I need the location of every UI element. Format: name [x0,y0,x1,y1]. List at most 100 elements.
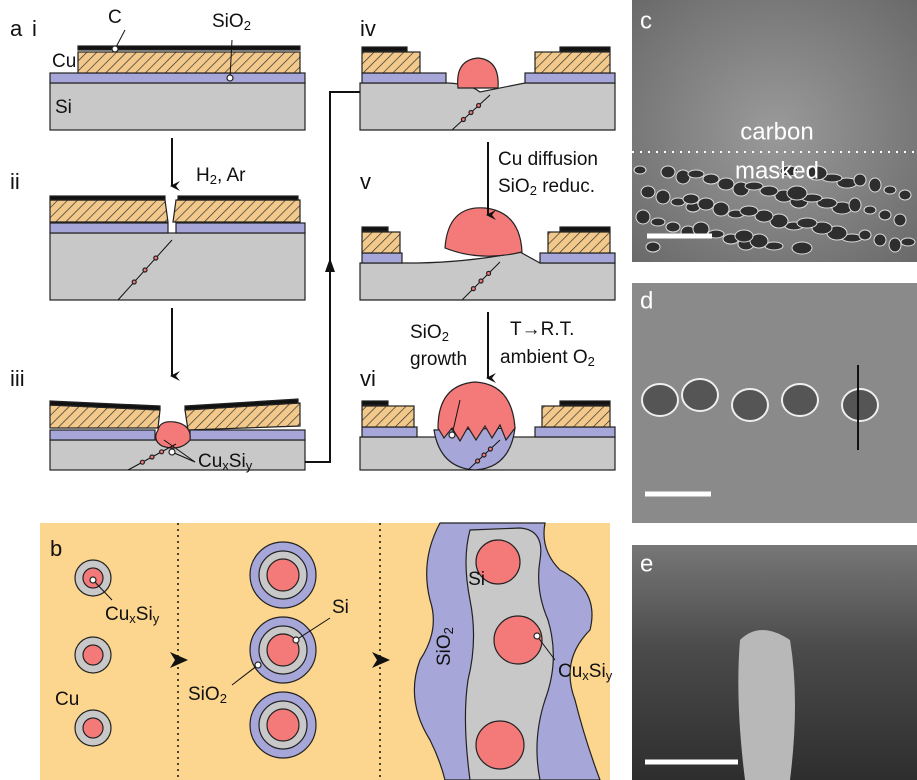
defect-dot [479,279,483,283]
oxide [190,430,305,440]
grain [899,190,911,200]
text-part: Si [229,451,246,472]
defect-dot [488,447,492,451]
silicide [156,422,190,448]
copper-label: Cu [55,689,79,710]
step-label: iv [360,16,376,41]
oxide [525,73,615,83]
pore [732,389,768,421]
grain [879,210,891,220]
oxide [535,427,615,437]
oxide [362,427,417,437]
carbon [362,227,388,231]
oxide [362,253,402,263]
step-label: ii [10,169,20,194]
growth-label: growth [410,349,467,370]
grain [792,242,812,254]
subscript: 2 [442,329,449,344]
subscript: y [153,611,160,626]
arrow-label: H2, Ar [196,165,246,187]
grain [641,186,655,198]
grain [634,166,646,174]
grain [718,178,734,190]
silicon-label: Si [468,569,485,590]
grain [859,230,871,240]
connector [305,92,360,462]
step-label: i [32,16,37,41]
defect-dot [477,104,481,108]
grain [683,194,699,204]
carbon [362,47,407,51]
copper [542,406,610,427]
defect-dot [132,280,136,284]
grain [646,242,660,252]
carbon [560,401,610,405]
oxide [50,73,305,83]
growth-label: SiO2 [410,322,449,344]
grain [884,186,896,194]
layer-label: Si [55,97,72,118]
text-part: Si [136,604,153,625]
subscript: y [246,458,253,473]
copper [50,200,168,222]
copper [362,406,414,427]
copper [535,52,610,73]
figure: aiiiiiiivvviCSiO2CuSiH2, ArCu diffusionS… [0,0,917,780]
carbon [362,401,388,405]
grain [889,238,901,252]
pointer-dot [534,633,540,639]
carbon [178,196,298,200]
defect-dot [143,268,147,272]
pointer-dot [90,577,96,583]
defect-dot [471,287,475,291]
carbon [50,196,165,200]
grain [698,198,714,210]
copper [362,52,420,73]
subscript: y [606,668,613,683]
grain [688,170,704,178]
defect-dot [461,118,465,122]
arrow-label: Cu diffusion [498,149,598,170]
grain [740,206,758,216]
panel-label: c [640,7,652,34]
step-label: v [360,169,371,194]
oxide [50,430,155,440]
silicon [50,233,305,300]
connector-head [325,258,335,272]
text-part: SiO [434,634,455,666]
silicide [267,709,299,741]
arrow-label: ambient O2 [500,347,595,369]
step-label: iii [10,366,25,391]
grain [656,190,670,204]
silicide [494,616,542,664]
oxide [540,253,615,263]
text-part: H [196,165,210,186]
grain [735,230,753,242]
grain [901,238,915,246]
pointer-dot [227,75,233,81]
copper [78,52,300,73]
grain [676,170,690,184]
pointer-dot [293,637,299,643]
defect-dot [482,453,486,457]
grain [703,174,719,184]
silicon-label: Si [332,597,349,618]
silicide [458,58,499,88]
step-label: vi [360,366,376,391]
grain [787,186,807,200]
defect-dot [469,111,473,115]
carbon [560,47,610,51]
silicide [445,208,522,256]
text-part: SiO [188,684,220,705]
copper [362,232,400,253]
pointer-dot [169,449,175,455]
silicon [360,83,615,130]
pore [782,384,818,416]
subscript: 2 [530,183,537,198]
defect-dot [140,460,144,464]
text-part: , Ar [217,165,246,186]
defect-dot [150,455,154,459]
grain [869,178,881,192]
copper [173,200,300,222]
silicide [83,718,103,738]
